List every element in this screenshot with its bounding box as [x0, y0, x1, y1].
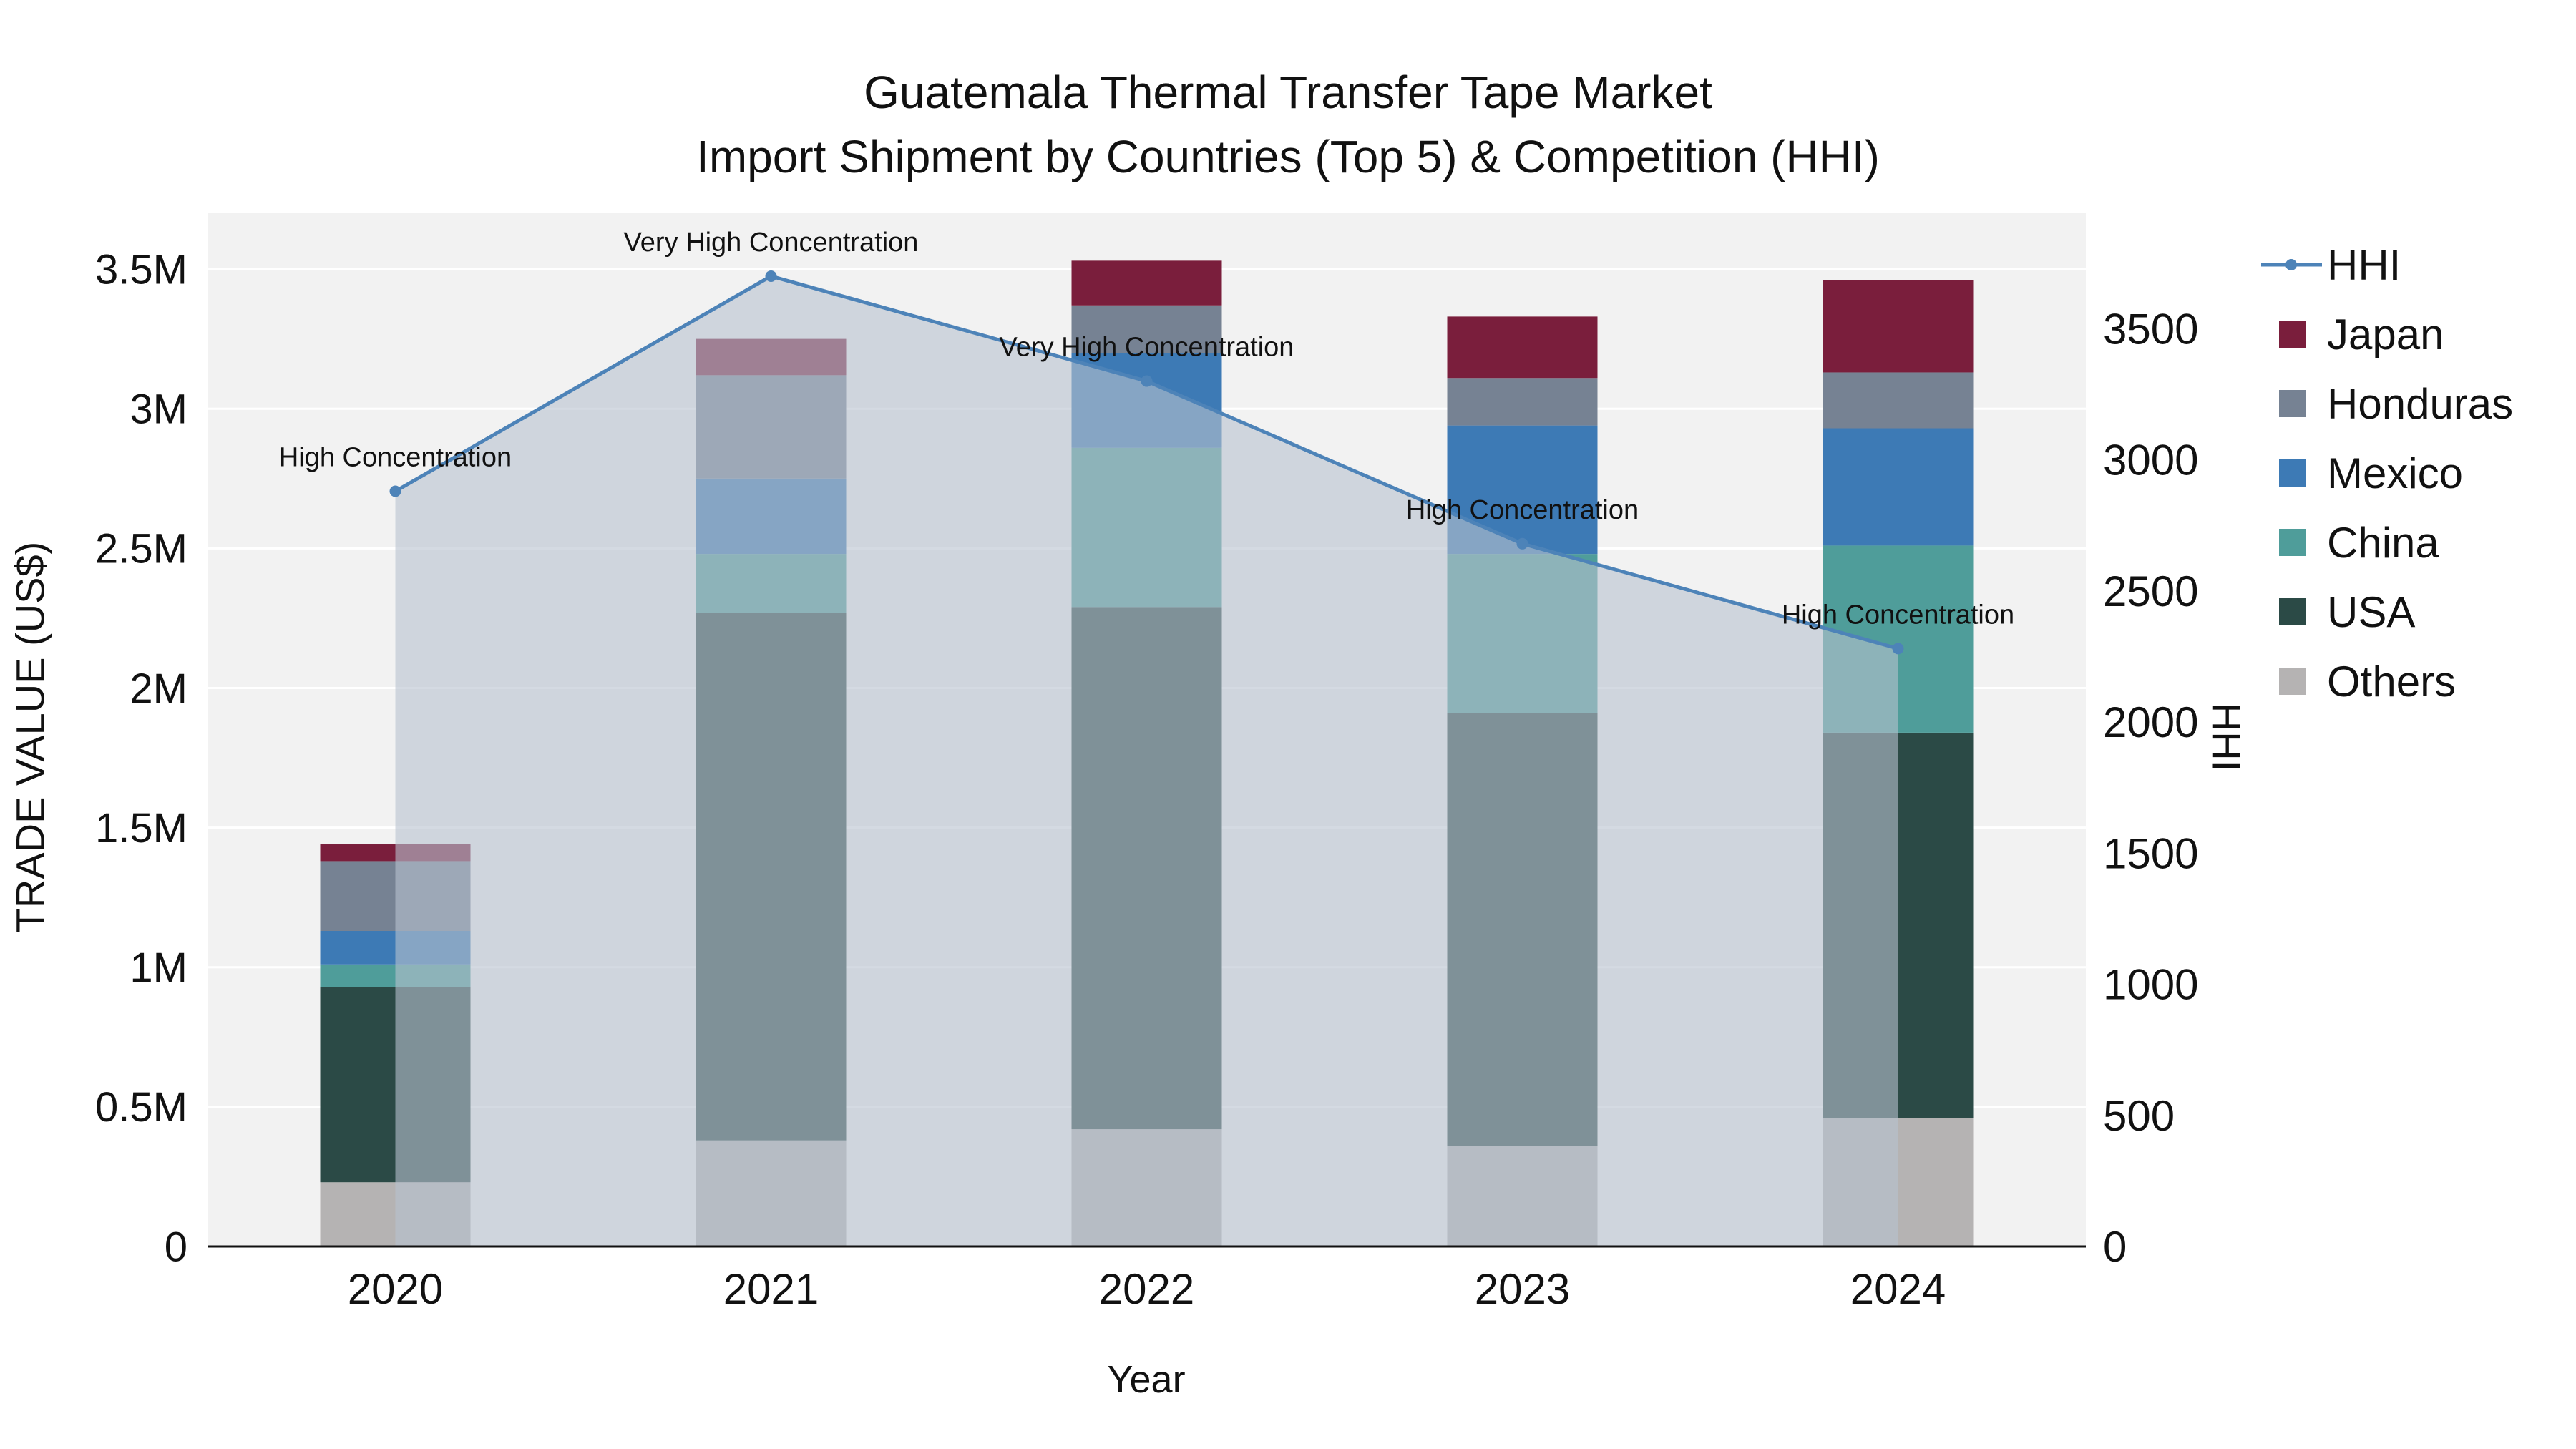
hhi-annotation-2021: Very High Concentration: [624, 228, 919, 258]
legend-label-hhi: HHI: [2327, 241, 2401, 289]
hhi-point-2024[interactable]: [1892, 643, 1904, 655]
bar-japan-2024[interactable]: [1823, 280, 1974, 373]
y-left-tick-2.5M: 2.5M: [95, 526, 187, 572]
y-left-tick-0: 0: [165, 1224, 187, 1270]
legend-swatch-others: [2279, 668, 2306, 695]
legend-item-honduras[interactable]: Honduras: [2279, 380, 2513, 428]
bar-honduras-2022[interactable]: [1071, 305, 1222, 353]
x-tick-label-2020: 2020: [348, 1265, 443, 1313]
y-left-tick-2M: 2M: [130, 665, 187, 712]
legend-item-mexico[interactable]: Mexico: [2279, 449, 2463, 497]
legend-swatch-mexico: [2279, 459, 2306, 487]
hhi-point-2023[interactable]: [1516, 537, 1528, 550]
y-right-tick-1000: 1000: [2103, 961, 2198, 1009]
x-tick-label-2022: 2022: [1099, 1265, 1194, 1313]
legend-label-mexico: Mexico: [2327, 449, 2463, 497]
hhi-annotation-2023: High Concentration: [1406, 495, 1639, 525]
bar-japan-2023[interactable]: [1447, 316, 1598, 379]
hhi-point-2020[interactable]: [389, 485, 401, 497]
hhi-point-2022[interactable]: [1141, 375, 1153, 387]
y-left-tick-3M: 3M: [130, 386, 187, 432]
y-left-tick-3.5M: 3.5M: [95, 246, 187, 293]
y-right-tick-2000: 2000: [2103, 698, 2198, 746]
x-axis-title: Year: [1107, 1358, 1186, 1401]
legend-item-others[interactable]: Others: [2279, 658, 2456, 706]
legend-label-usa: USA: [2327, 588, 2415, 636]
x-tick-label-2021: 2021: [723, 1265, 819, 1313]
legend-label-china: China: [2327, 519, 2439, 567]
legend-swatch-china: [2279, 529, 2306, 556]
y-left-tick-1.5M: 1.5M: [95, 805, 187, 852]
legend-item-china[interactable]: China: [2279, 519, 2439, 567]
y-right-tick-3000: 3000: [2103, 436, 2198, 484]
y-right-tick-3500: 3500: [2103, 305, 2198, 353]
y-right-tick-1500: 1500: [2103, 829, 2198, 877]
y-right-tick-2500: 2500: [2103, 567, 2198, 615]
legend-item-hhi[interactable]: HHI: [2261, 241, 2401, 289]
bar-honduras-2024[interactable]: [1823, 372, 1974, 429]
y-axis-title-left: TRADE VALUE (US$): [7, 541, 53, 933]
y-axis-title-right: HHI: [2204, 702, 2250, 772]
hhi-annotation-2022: Very High Concentration: [1000, 333, 1294, 363]
legend-line-marker: [2285, 259, 2297, 270]
hhi-point-2021[interactable]: [765, 270, 777, 282]
hhi-area: [395, 275, 1898, 1247]
hhi-annotation-2024: High Concentration: [1782, 600, 2014, 630]
y-right-tick-0: 0: [2103, 1223, 2127, 1271]
chart-title: Guatemala Thermal Transfer Tape Market: [864, 67, 1712, 118]
bar-japan-2022[interactable]: [1071, 260, 1222, 306]
legend-label-honduras: Honduras: [2327, 380, 2513, 428]
y-left-tick-1M: 1M: [130, 945, 187, 991]
y-right-tick-500: 500: [2103, 1092, 2175, 1140]
legend-swatch-honduras: [2279, 390, 2306, 417]
legend-swatch-usa: [2279, 598, 2306, 625]
legend-item-usa[interactable]: USA: [2279, 588, 2415, 636]
legend-label-others: Others: [2327, 658, 2456, 706]
legend-label-japan: Japan: [2327, 311, 2444, 358]
legend-swatch-japan: [2279, 321, 2306, 348]
bar-honduras-2023[interactable]: [1447, 378, 1598, 426]
bar-mexico-2024[interactable]: [1823, 428, 1974, 546]
x-tick-label-2024: 2024: [1850, 1265, 1946, 1313]
hhi-annotation-2020: High Concentration: [279, 442, 512, 472]
chart-subtitle: Import Shipment by Countries (Top 5) & C…: [696, 131, 1880, 182]
y-left-tick-0.5M: 0.5M: [95, 1084, 187, 1131]
x-tick-label-2023: 2023: [1475, 1265, 1570, 1313]
legend-item-japan[interactable]: Japan: [2279, 311, 2444, 358]
